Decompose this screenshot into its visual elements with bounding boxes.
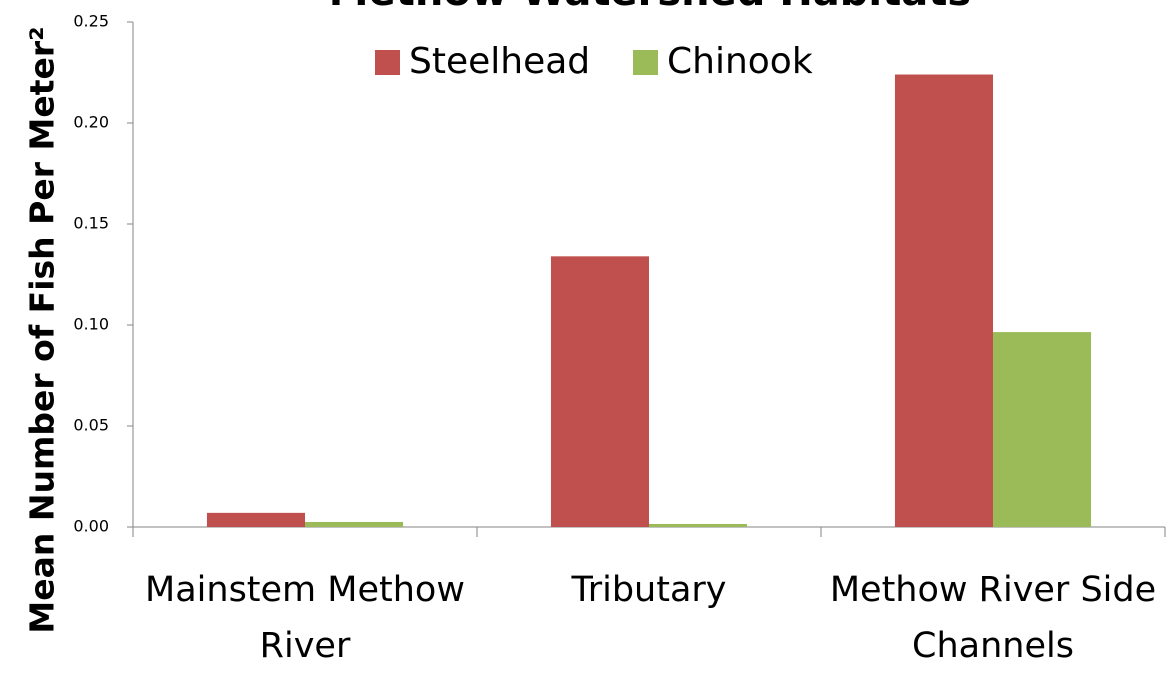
x-tick-label: Tributary — [571, 570, 727, 610]
chart-root: Methow Watershed Habitats Mean Number of… — [23, 0, 1166, 666]
bar — [305, 521, 404, 527]
legend-label: Chinook — [667, 41, 813, 82]
bar — [894, 74, 993, 528]
bar — [550, 256, 649, 527]
bar — [206, 512, 305, 527]
y-tick-label: 0.00 — [73, 517, 109, 536]
y-tick-label: 0.10 — [73, 315, 109, 334]
x-tick-label: Mainstem Methow River — [145, 570, 465, 666]
y-tick-label: 0.15 — [73, 214, 109, 233]
y-tick-label: 0.05 — [73, 416, 109, 435]
legend-swatch — [375, 50, 400, 75]
bar — [993, 332, 1092, 527]
y-tick-label: 0.20 — [73, 113, 109, 132]
bar — [649, 523, 748, 527]
chart: Methow Watershed Habitats Mean Number of… — [23, 0, 1166, 634]
x-tick-label: Methow River Side Channels — [829, 570, 1157, 666]
legend-swatch — [633, 50, 658, 75]
y-axis-label: Mean Number of Fish Per Meter² — [23, 26, 62, 633]
legend-label: Steelhead — [409, 41, 590, 82]
y-tick-label: 0.25 — [73, 12, 109, 31]
chart-title: Methow Watershed Habitats — [329, 0, 971, 15]
